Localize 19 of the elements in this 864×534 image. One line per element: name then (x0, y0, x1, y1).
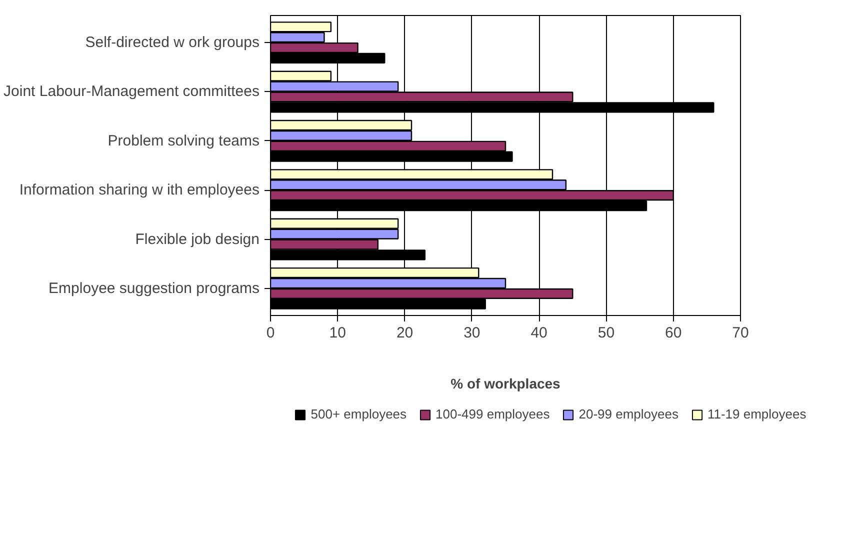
x-tick-label: 60 (665, 324, 682, 342)
x-tick-label: 0 (266, 324, 275, 342)
y-tick-label: Problem solving teams (108, 132, 260, 150)
legend-label: 500+ employees (310, 406, 407, 422)
x-tick-label: 20 (396, 324, 414, 342)
x-axis-title: % of workplaces (450, 376, 561, 392)
x-tick-label: 10 (329, 324, 346, 342)
y-tick-label: Employee suggestion programs (48, 280, 260, 297)
y-tick-label: Information sharing w ith employees (19, 182, 260, 199)
y-tick-label: Flexible job design (135, 230, 260, 248)
legend-label: 20-99 employees (578, 406, 678, 422)
y-tick-label: Self-directed w ork groups (85, 34, 260, 52)
legend-label: 11-19 employees (707, 406, 806, 422)
x-tick-label: 50 (598, 324, 615, 342)
x-tick-label: 70 (732, 324, 749, 342)
y-tick-label: Joint Labour-Management committees (4, 83, 260, 100)
legend-label: 100-499 employees (436, 406, 550, 422)
x-tick-label: 30 (464, 324, 480, 342)
x-tick-label: 40 (530, 324, 548, 342)
